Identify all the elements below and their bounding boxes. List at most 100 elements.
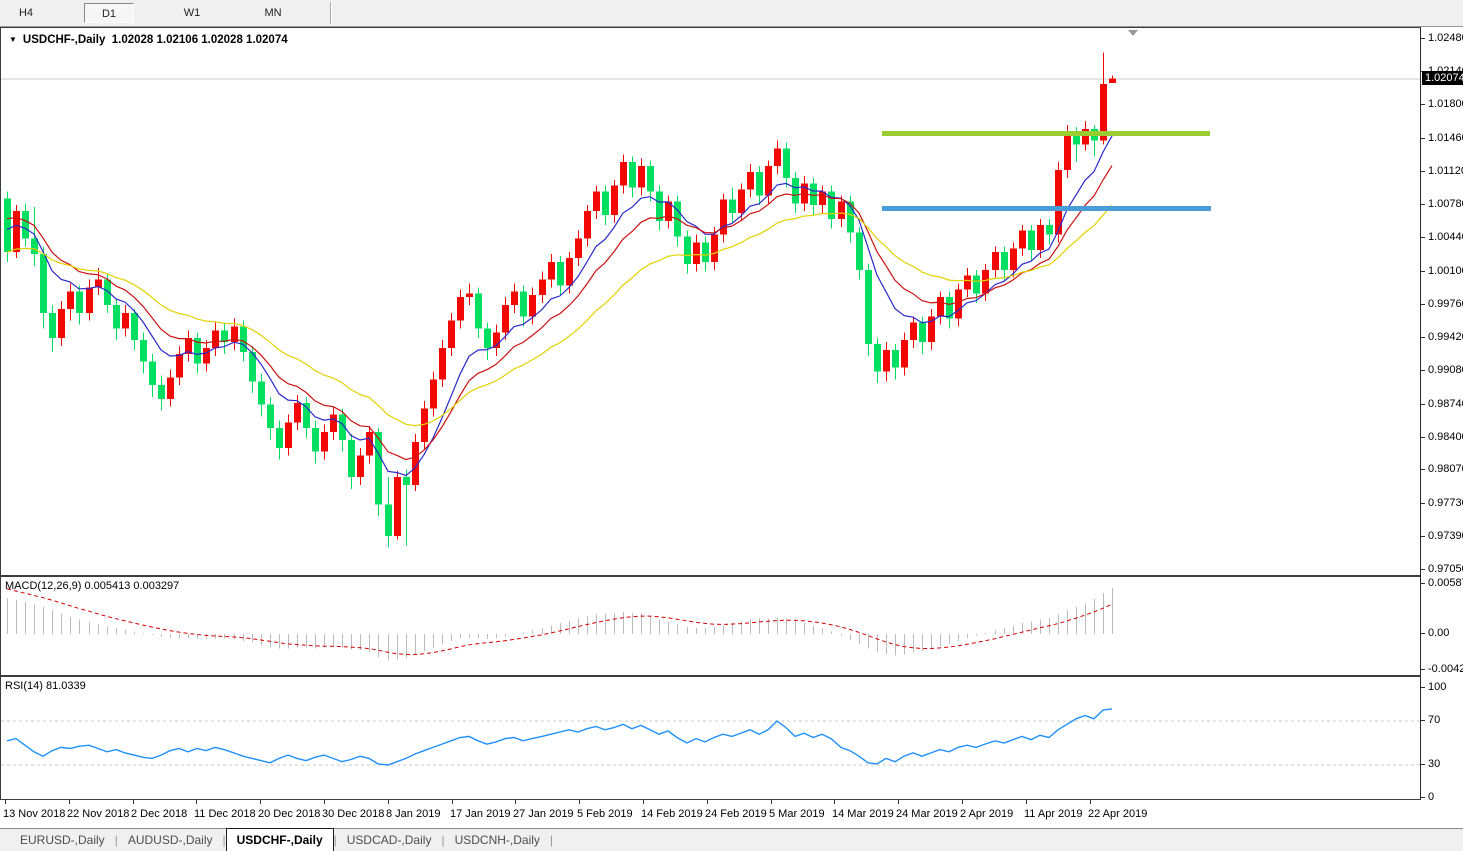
- date-axis-label: 14 Mar 2019: [832, 808, 894, 820]
- date-axis-label: 5 Mar 2019: [769, 808, 825, 820]
- date-tick: [707, 800, 708, 804]
- date-axis-label: 20 Dec 2018: [258, 808, 321, 820]
- timeframe-toolbar: H4 D1 W1 MN: [0, 0, 1463, 27]
- macd-axis-label: 0.00: [1428, 627, 1450, 639]
- timeframe-button-w1[interactable]: W1: [183, 7, 201, 19]
- date-tick: [1026, 800, 1027, 804]
- date-axis-label: 2 Dec 2018: [131, 808, 188, 820]
- date-axis[interactable]: 13 Nov 2018 22 Nov 2018 2 Dec 2018 11 Dec 2…: [0, 800, 1463, 828]
- support-hline[interactable]: [882, 206, 1211, 211]
- ema-slow-line: [6, 204, 1113, 427]
- candlestick-chart[interactable]: [1, 28, 1420, 575]
- date-tick: [834, 800, 835, 804]
- axis-tick: [1421, 137, 1425, 139]
- date-tick: [260, 800, 261, 804]
- tab-separator: |: [549, 833, 554, 847]
- price-axis-label: 1.01460: [1428, 131, 1463, 144]
- chart-shift-marker-icon[interactable]: [1128, 30, 1138, 36]
- price-axis-label: 1.01800: [1428, 98, 1463, 111]
- axis-tick: [1421, 797, 1425, 798]
- rsi-axis-label: 30: [1428, 758, 1441, 770]
- date-axis-label: 11 Apr 2019: [1024, 808, 1083, 820]
- date-tick: [452, 800, 453, 804]
- price-axis-label: 1.00780: [1428, 198, 1463, 211]
- rsi-chart[interactable]: [1, 677, 1420, 799]
- date-axis-label: 11 Dec 2018: [194, 808, 256, 820]
- axis-tick: [1421, 38, 1425, 39]
- axis-tick: [1421, 633, 1425, 634]
- date-axis-label: 22 Apr 2019: [1088, 808, 1148, 820]
- date-axis-label: 22 Nov 2018: [67, 808, 130, 820]
- macd-axis-label: -0.004238: [1428, 663, 1463, 676]
- rsi-axis-label: 0: [1428, 791, 1435, 803]
- timeframe-button-h4[interactable]: H4: [18, 7, 34, 19]
- rsi-axis-label: 70: [1428, 714, 1441, 726]
- tab-separator: |: [114, 833, 118, 847]
- rsi-indicator-panel[interactable]: RSI(14) 81.0339: [0, 676, 1421, 800]
- macd-signal-line: [6, 588, 1113, 655]
- date-axis-label: 14 Feb 2019: [641, 808, 703, 820]
- current-price-tag: 1.02074: [1422, 70, 1463, 85]
- resistance-hline[interactable]: [882, 131, 1210, 136]
- tab-separator: |: [222, 833, 226, 847]
- timeframe-button-mn[interactable]: MN: [264, 7, 282, 19]
- date-tick: [898, 800, 899, 804]
- rsi-label: RSI(14) 81.0339: [5, 680, 86, 692]
- axis-tick: [1421, 469, 1425, 471]
- axis-tick: [1421, 370, 1425, 372]
- macd-axis-label: 0.005873: [1428, 577, 1463, 590]
- price-axis[interactable]: 1.024801.021401.018001.014601.011201.007…: [1420, 27, 1463, 803]
- axis-tick: [1421, 583, 1425, 585]
- macd-chart[interactable]: [1, 577, 1420, 675]
- date-axis-label: 24 Mar 2019: [896, 808, 958, 820]
- tab-usdcad[interactable]: USDCAD-,Daily: [346, 833, 432, 847]
- axis-tick: [1421, 204, 1425, 206]
- date-tick: [579, 800, 580, 804]
- date-axis-label: 2 Apr 2019: [960, 808, 1014, 820]
- chart-dropdown-arrow-icon[interactable]: ▼: [9, 35, 17, 44]
- tab-usdchf[interactable]: USDCHF-,Daily: [225, 828, 334, 851]
- date-tick: [515, 800, 516, 804]
- date-axis-label: 5 Feb 2019: [577, 808, 633, 820]
- axis-tick: [1421, 270, 1425, 272]
- date-tick: [5, 800, 6, 804]
- tab-separator: |: [441, 833, 445, 847]
- tab-audusd[interactable]: AUDUSD-,Daily: [127, 833, 213, 847]
- axis-tick: [1421, 535, 1425, 537]
- tab-eurusd[interactable]: EURUSD-,Daily: [20, 833, 105, 847]
- axis-tick: [1421, 237, 1425, 239]
- macd-indicator-panel[interactable]: MACD(12,26,9) 0.005413 0.003297: [0, 576, 1421, 676]
- axis-tick: [1421, 720, 1425, 721]
- chart-title-ohlc: 1.02028 1.02106 1.02028 1.02074: [111, 34, 288, 46]
- chart-title: ▼ USDCHF-,Daily 1.02028 1.02106 1.02028 1…: [9, 34, 288, 46]
- axis-tick: [1421, 669, 1425, 671]
- date-axis-label: 17 Jan 2019: [450, 808, 511, 820]
- axis-tick: [1421, 104, 1425, 106]
- timeframe-button-d1[interactable]: D1: [84, 3, 134, 23]
- axis-tick: [1421, 569, 1425, 570]
- toolbar-divider: [330, 2, 332, 24]
- date-tick: [196, 800, 197, 804]
- price-chart-panel[interactable]: ▼ USDCHF-,Daily 1.02028 1.02106 1.02028 1…: [0, 27, 1421, 576]
- candles: [4, 52, 1116, 548]
- date-tick: [962, 800, 963, 804]
- tab-usdcnh[interactable]: USDCNH-,Daily: [454, 833, 540, 847]
- date-axis-label: 24 Feb 2019: [705, 808, 767, 820]
- ema-mid-line: [6, 165, 1113, 461]
- axis-tick: [1421, 170, 1425, 172]
- date-axis-label: 8 Jan 2019: [386, 808, 441, 820]
- axis-tick: [1421, 436, 1425, 438]
- date-tick: [133, 800, 134, 804]
- date-tick: [1090, 800, 1091, 804]
- ema-fast-line: [6, 135, 1113, 477]
- date-axis-label: 27 Jan 2019: [513, 808, 574, 820]
